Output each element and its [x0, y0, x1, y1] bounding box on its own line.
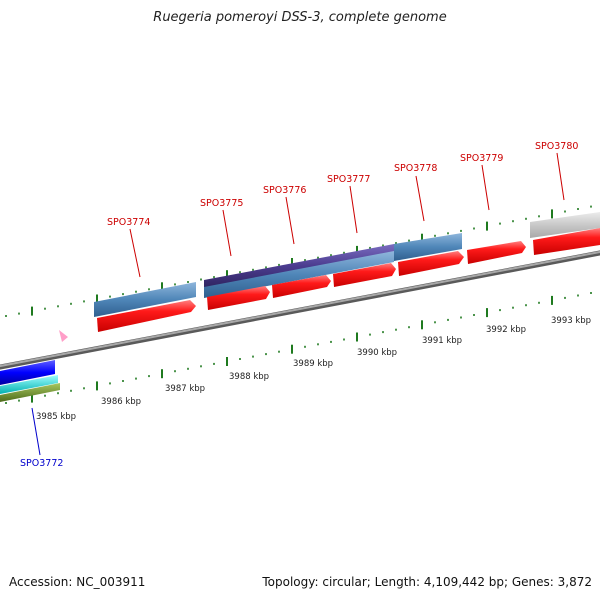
cds-arrow-SPO3777: [333, 263, 396, 287]
steelblue-feature-3: [394, 233, 462, 261]
scale-label: 3990 kbp: [357, 348, 397, 358]
grey-feature: [530, 212, 600, 238]
cds-arrows: [97, 228, 600, 332]
gene-labels: SPO3772 SPO3774 SPO3775 SPO3776 SPO3777 …: [20, 141, 578, 469]
top-tick-row: [5, 205, 592, 317]
accession-label: Accession: NC_003911: [9, 575, 146, 589]
cyan-feature: [0, 375, 58, 394]
cds-arrow-SPO3779: [467, 241, 526, 264]
olive-feature: [0, 383, 60, 402]
scale-label: 3987 kbp: [165, 384, 205, 394]
gene-label: SPO3776: [263, 185, 306, 196]
cds-arrow-SPO3776: [272, 275, 331, 298]
gene-label: SPO3775: [200, 198, 243, 209]
map-title: Ruegeria pomeroyi DSS-3, complete genome: [153, 10, 447, 25]
gene-label: SPO3774: [107, 217, 150, 228]
scale-label: 3989 kbp: [293, 359, 333, 369]
scale-label: 3993 kbp: [551, 316, 591, 326]
gene-leaders: [31, 152, 565, 456]
genome-summary: Topology: circular; Length: 4,109,442 bp…: [262, 575, 592, 589]
scale-label: 3991 kbp: [422, 336, 462, 346]
pink-marker: [59, 330, 68, 342]
left-features: [0, 360, 60, 402]
scale-label: 3985 kbp: [36, 412, 76, 422]
gene-label: SPO3779: [460, 153, 503, 164]
gene-label: SPO3772: [20, 458, 63, 469]
cds-arrow-SPO3778: [398, 251, 464, 276]
blue-feature: [0, 360, 55, 385]
genome-backbone: [0, 250, 600, 370]
gene-label: SPO3780: [535, 141, 578, 152]
purple-feature: [204, 244, 394, 288]
scale-labels: 3985 kbp 3986 kbp 3987 kbp 3988 kbp 3989…: [36, 316, 591, 422]
gene-label: SPO3778: [394, 163, 437, 174]
scale-label: 3992 kbp: [486, 325, 526, 335]
scale-label: 3986 kbp: [101, 397, 141, 407]
steelblue-feature-1: [94, 282, 196, 317]
cds-arrow-SPO3780: [533, 228, 600, 255]
cds-arrow-SPO3774: [97, 300, 196, 332]
bottom-tick-row: [5, 292, 592, 404]
gene-label: SPO3777: [327, 174, 370, 185]
steelblue-feature-2: [204, 251, 394, 298]
scale-label: 3988 kbp: [229, 372, 269, 382]
cds-arrow-SPO3775: [207, 286, 270, 310]
upper-features: [94, 212, 600, 317]
